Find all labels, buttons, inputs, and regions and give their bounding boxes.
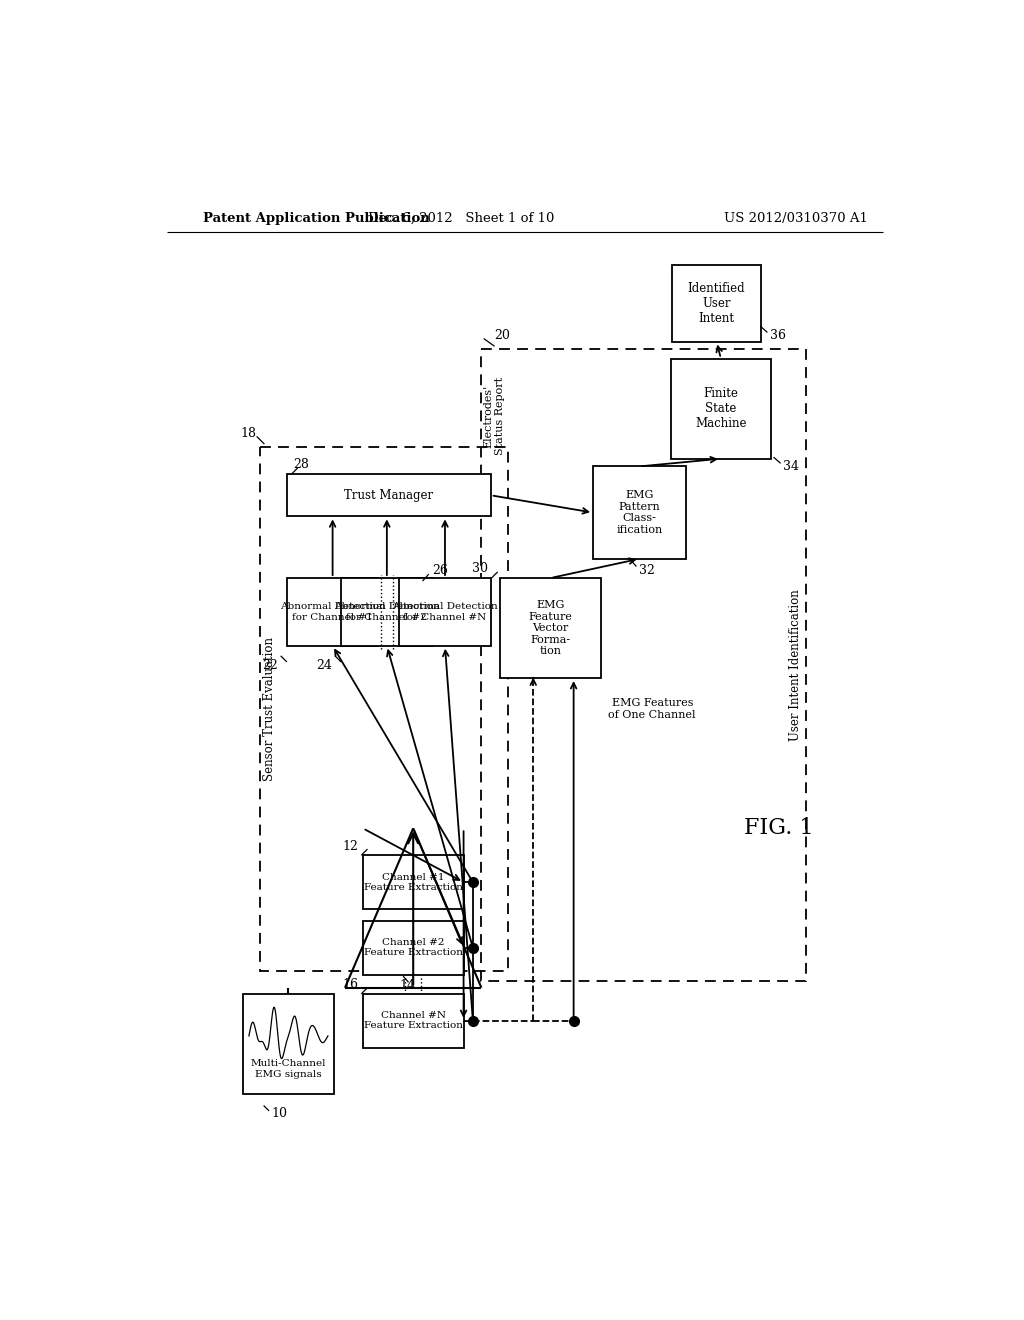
Text: 30: 30: [472, 562, 488, 576]
Text: 10: 10: [271, 1106, 288, 1119]
Text: Patent Application Publication: Patent Application Publication: [203, 213, 430, 224]
Text: 12: 12: [342, 840, 358, 853]
Text: Channel #N
Feature Extraction: Channel #N Feature Extraction: [364, 1011, 463, 1031]
Bar: [480, 350, 806, 981]
Text: Trust Manager: Trust Manager: [344, 488, 433, 502]
Bar: [260, 447, 508, 970]
Text: 20: 20: [495, 329, 510, 342]
Text: Abnormal Detection
for Channel #N: Abnormal Detection for Channel #N: [392, 602, 498, 622]
Bar: [362, 921, 464, 974]
Text: 26: 26: [432, 564, 447, 577]
Text: 32: 32: [640, 564, 655, 577]
Text: 14: 14: [399, 979, 415, 991]
Bar: [362, 855, 464, 909]
Bar: [671, 359, 771, 459]
Text: Channel #2
Feature Extraction: Channel #2 Feature Extraction: [364, 939, 463, 957]
Text: 18: 18: [241, 426, 257, 440]
Bar: [362, 994, 464, 1048]
Text: Abnormal Detection
for Channel #1: Abnormal Detection for Channel #1: [280, 602, 385, 622]
Text: Dec. 6, 2012   Sheet 1 of 10: Dec. 6, 2012 Sheet 1 of 10: [368, 213, 554, 224]
Text: Electrodes'
Status Report: Electrodes' Status Report: [483, 378, 505, 455]
Bar: [672, 264, 761, 342]
Text: 34: 34: [783, 459, 799, 473]
Text: US 2012/0310370 A1: US 2012/0310370 A1: [724, 213, 868, 224]
Text: User Intent Identification: User Intent Identification: [788, 589, 802, 741]
Bar: [500, 578, 601, 678]
Bar: [287, 578, 378, 645]
Text: EMG Features
of One Channel: EMG Features of One Channel: [608, 698, 696, 719]
Text: EMG
Pattern
Class-
ification: EMG Pattern Class- ification: [616, 490, 663, 535]
Text: 36: 36: [770, 329, 785, 342]
Text: Finite
State
Machine: Finite State Machine: [695, 387, 746, 430]
Text: 28: 28: [293, 458, 309, 471]
Text: 16: 16: [342, 978, 358, 991]
Bar: [243, 994, 334, 1094]
Bar: [593, 466, 686, 558]
Text: Abnormal Detection
for Channel #2: Abnormal Detection for Channel #2: [334, 602, 439, 622]
Bar: [287, 474, 490, 516]
Text: Sensor Trust Evaluation: Sensor Trust Evaluation: [263, 638, 276, 781]
Text: Channel #1
Feature Extraction: Channel #1 Feature Extraction: [364, 873, 463, 892]
Text: 24: 24: [316, 659, 332, 672]
Text: Identified
User
Intent: Identified User Intent: [688, 281, 745, 325]
Text: FIG. 1: FIG. 1: [744, 817, 814, 840]
Bar: [341, 578, 432, 645]
Text: EMG
Feature
Vector
Forma-
tion: EMG Feature Vector Forma- tion: [528, 599, 572, 656]
Text: 22: 22: [262, 659, 278, 672]
Bar: [399, 578, 490, 645]
Text: Multi-Channel
EMG signals: Multi-Channel EMG signals: [251, 1059, 327, 1078]
